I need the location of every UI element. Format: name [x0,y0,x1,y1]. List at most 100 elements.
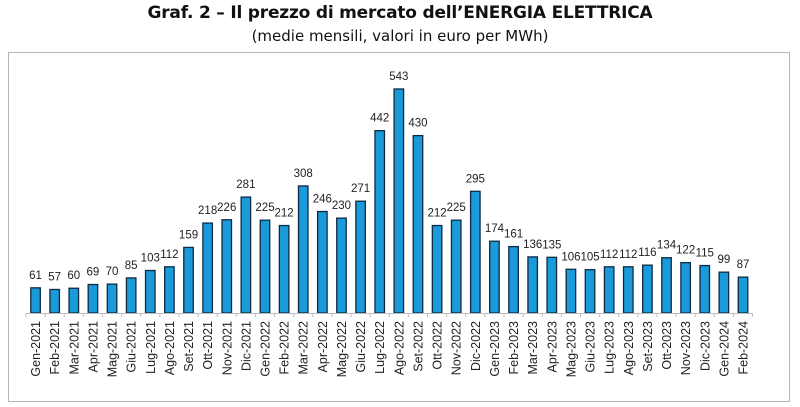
value-label: 105 [580,252,599,264]
chart-title: Graf. 2 – Il prezzo di mercato dell’ENER… [147,3,653,23]
bar-ago-2021 [163,266,175,314]
value-label: 430 [408,118,427,130]
x-tick-label: Feb-2021 [48,321,62,375]
value-label: 99 [717,254,730,266]
bar-set-2022 [412,134,424,314]
bar-ott-2023 [661,257,672,314]
x-tick-label: Ago-2021 [163,321,177,375]
bar-ott-2022 [431,224,443,314]
chart-frame [8,52,790,402]
bar-gen-2023 [489,240,500,314]
x-tick-label: Gen-2021 [29,321,43,377]
bar-nov-2023 [680,262,692,314]
value-label: 116 [638,247,656,259]
value-label: 87 [737,259,750,271]
bar-dic-2021 [240,196,252,314]
x-tick-label: Giu-2022 [354,321,368,372]
value-label: 225 [447,202,466,214]
value-label: 122 [676,245,695,257]
x-tick-label: Set-2021 [182,321,196,372]
x-tick-label: Ott-2022 [431,321,445,370]
bar-set-2021 [183,246,194,314]
value-label: 543 [389,71,408,83]
x-tick-label: Mar-2023 [526,321,540,375]
bar-set-2023 [642,264,653,314]
bar-apr-2023 [546,256,558,314]
value-label: 103 [141,253,160,265]
value-label: 246 [313,194,332,206]
value-label: 442 [370,113,389,125]
value-label: 174 [485,223,505,235]
value-label: 135 [542,239,561,251]
value-label: 308 [294,168,313,180]
x-tick-label: Ott-2021 [201,321,215,370]
x-tick-label: Apr-2021 [86,321,100,372]
bar-apr-2021 [87,283,99,314]
bar-ott-2021 [202,222,214,314]
bar-giu-2023 [584,269,596,314]
bar-feb-2021 [49,288,61,314]
value-label: 212 [427,208,446,220]
bar-ago-2022 [393,88,405,314]
bar-giu-2021 [125,277,137,314]
x-tick-label: Dic-2021 [239,321,253,371]
x-tick-label: Nov-2021 [220,321,234,375]
x-tick-label: Gen-2022 [259,321,273,377]
value-label: 60 [67,270,80,282]
value-label: 57 [48,271,61,283]
x-ticks-group [25,313,754,317]
bar-giu-2022 [355,200,367,314]
x-tick-label: Nov-2022 [450,321,464,375]
bar-mag-2021 [106,283,118,314]
x-tick-label: Mag-2022 [335,321,349,377]
x-tick-label: Feb-2024 [737,321,751,375]
bar-nov-2021 [221,219,233,314]
x-tick-label: Mar-2022 [297,321,311,375]
bar-feb-2023 [508,245,519,314]
bar-mar-2021 [68,287,80,314]
value-label: 136 [523,239,542,251]
value-label: 115 [696,248,714,260]
bar-lug-2023 [603,266,615,314]
x-tick-labels-group: Gen-2021 Feb-2021 Mar-2021 Apr-2021 Mag-2021… [29,321,750,377]
value-label: 69 [87,267,100,279]
bar-dic-2022 [469,190,481,314]
bar-mar-2022 [297,185,309,314]
x-tick-label: Giu-2021 [125,321,139,372]
value-label: 225 [255,202,274,214]
x-tick-label: Set-2023 [641,321,655,372]
x-tick-label: Gen-2023 [488,321,502,377]
bar-feb-2024 [737,276,749,314]
x-tick-label: Apr-2022 [316,321,330,372]
value-label: 159 [179,229,198,241]
x-tick-label: Set-2022 [411,321,425,372]
bar-ago-2023 [622,266,634,314]
value-label: 134 [657,240,677,252]
bar-mag-2023 [565,268,577,314]
x-tick-label: Ago-2022 [392,321,406,375]
value-label: 281 [236,179,255,191]
x-tick-label: Gen-2024 [717,321,731,377]
x-tick-label: Lug-2022 [373,321,387,374]
bar-lug-2021 [144,269,156,314]
x-tick-label: Giu-2023 [584,321,598,372]
value-label: 61 [29,270,42,282]
value-label: 112 [619,249,637,261]
x-tick-label: Mag-2023 [564,321,578,377]
bar-dic-2023 [699,264,711,314]
value-label: 106 [561,251,580,263]
x-tick-label: Feb-2023 [507,321,521,375]
x-tick-label: Dic-2022 [469,321,483,371]
x-tick-label: Ago-2023 [622,321,636,375]
value-label: 70 [106,266,119,278]
value-label: 161 [504,229,523,241]
bar-apr-2022 [316,210,328,314]
value-label: 295 [466,173,485,185]
bar-feb-2022 [278,224,290,314]
bar-gen-2022 [259,219,271,314]
x-tick-label: Lug-2021 [144,321,158,374]
x-tick-label: Dic-2023 [698,321,712,371]
value-label: 212 [275,208,294,220]
